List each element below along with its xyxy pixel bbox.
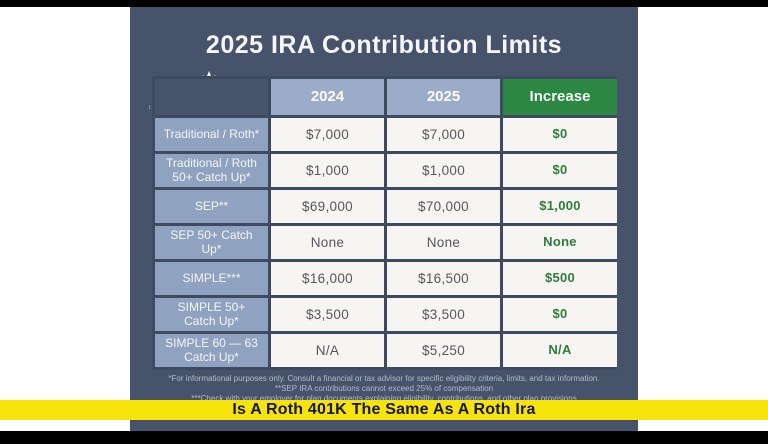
cell-2024: N/A (271, 334, 384, 367)
row-label: SIMPLE 60 — 63 Catch Up* (155, 334, 268, 367)
cell-2025: $7,000 (387, 118, 500, 151)
cell-2024: $69,000 (271, 190, 384, 223)
row-label: Traditional / Roth 50+ Catch Up* (155, 154, 268, 187)
footnotes: *For informational purposes only. Consul… (130, 374, 638, 404)
row-label: SEP 50+ Catch Up* (155, 226, 268, 259)
contribution-table: 2024 2025 Increase Traditional / Roth* $… (152, 76, 617, 370)
cell-increase: $0 (503, 298, 617, 331)
corner-cell (155, 79, 268, 115)
column-header-2025: 2025 (387, 79, 500, 115)
cell-2024: None (271, 226, 384, 259)
footnote-2: **SEP IRA contributions cannot exceed 25… (274, 384, 494, 393)
cell-increase: N/A (503, 334, 617, 367)
cell-2024: $3,500 (271, 298, 384, 331)
cell-2025: None (387, 226, 500, 259)
cell-2025: $1,000 (387, 154, 500, 187)
caption-text: Is A Roth 401K The Same As A Roth Ira (232, 401, 536, 418)
infographic-panel: 2025 IRA Contribution Limits MELD FINANC… (130, 7, 638, 431)
page-title: 2025 IRA Contribution Limits (205, 31, 563, 59)
column-header-2024: 2024 (271, 79, 384, 115)
cell-2025: $16,500 (387, 262, 500, 295)
cell-increase: None (503, 226, 617, 259)
row-label: SIMPLE 50+ Catch Up* (155, 298, 268, 331)
cell-2025: $70,000 (387, 190, 500, 223)
cell-increase: $500 (503, 262, 617, 295)
caption-banner: Is A Roth 401K The Same As A Roth Ira (0, 400, 768, 420)
cell-2025: $5,250 (387, 334, 500, 367)
cell-2024: $7,000 (271, 118, 384, 151)
footnote-3: ***Check with your employer for plan doc… (191, 394, 577, 403)
cell-2024: $1,000 (271, 154, 384, 187)
cell-2025: $3,500 (387, 298, 500, 331)
cell-increase: $1,000 (503, 190, 617, 223)
column-header-increase: Increase (503, 79, 617, 115)
row-label: Traditional / Roth* (155, 118, 268, 151)
cell-increase: $0 (503, 118, 617, 151)
footnote-1: *For informational purposes only. Consul… (168, 374, 600, 383)
row-label: SEP** (155, 190, 268, 223)
row-label: SIMPLE*** (155, 262, 268, 295)
cell-increase: $0 (503, 154, 617, 187)
cell-2024: $16,000 (271, 262, 384, 295)
